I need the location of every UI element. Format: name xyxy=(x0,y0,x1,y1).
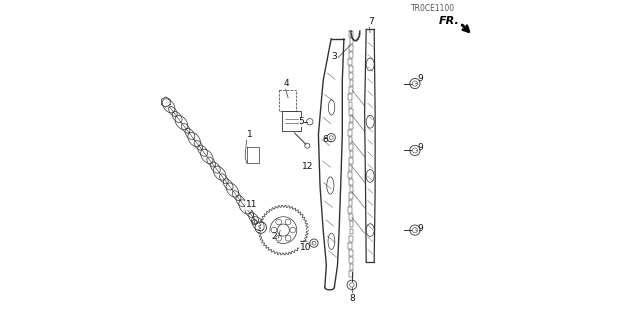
Text: 9: 9 xyxy=(417,74,423,83)
Text: 7: 7 xyxy=(368,17,374,26)
Text: 4: 4 xyxy=(284,79,289,88)
Text: 6: 6 xyxy=(323,135,328,144)
Text: 3: 3 xyxy=(332,52,337,61)
Text: 1: 1 xyxy=(247,130,253,139)
Text: TR0CE1100: TR0CE1100 xyxy=(411,4,455,13)
Text: 11: 11 xyxy=(246,200,257,209)
Text: 9: 9 xyxy=(417,224,423,233)
Text: 8: 8 xyxy=(349,294,355,303)
Text: 10: 10 xyxy=(300,243,312,252)
Text: 12: 12 xyxy=(301,162,313,171)
Text: 2: 2 xyxy=(271,232,276,241)
Text: FR.: FR. xyxy=(438,16,460,27)
Text: 5: 5 xyxy=(298,117,304,126)
Text: 9: 9 xyxy=(417,143,423,152)
